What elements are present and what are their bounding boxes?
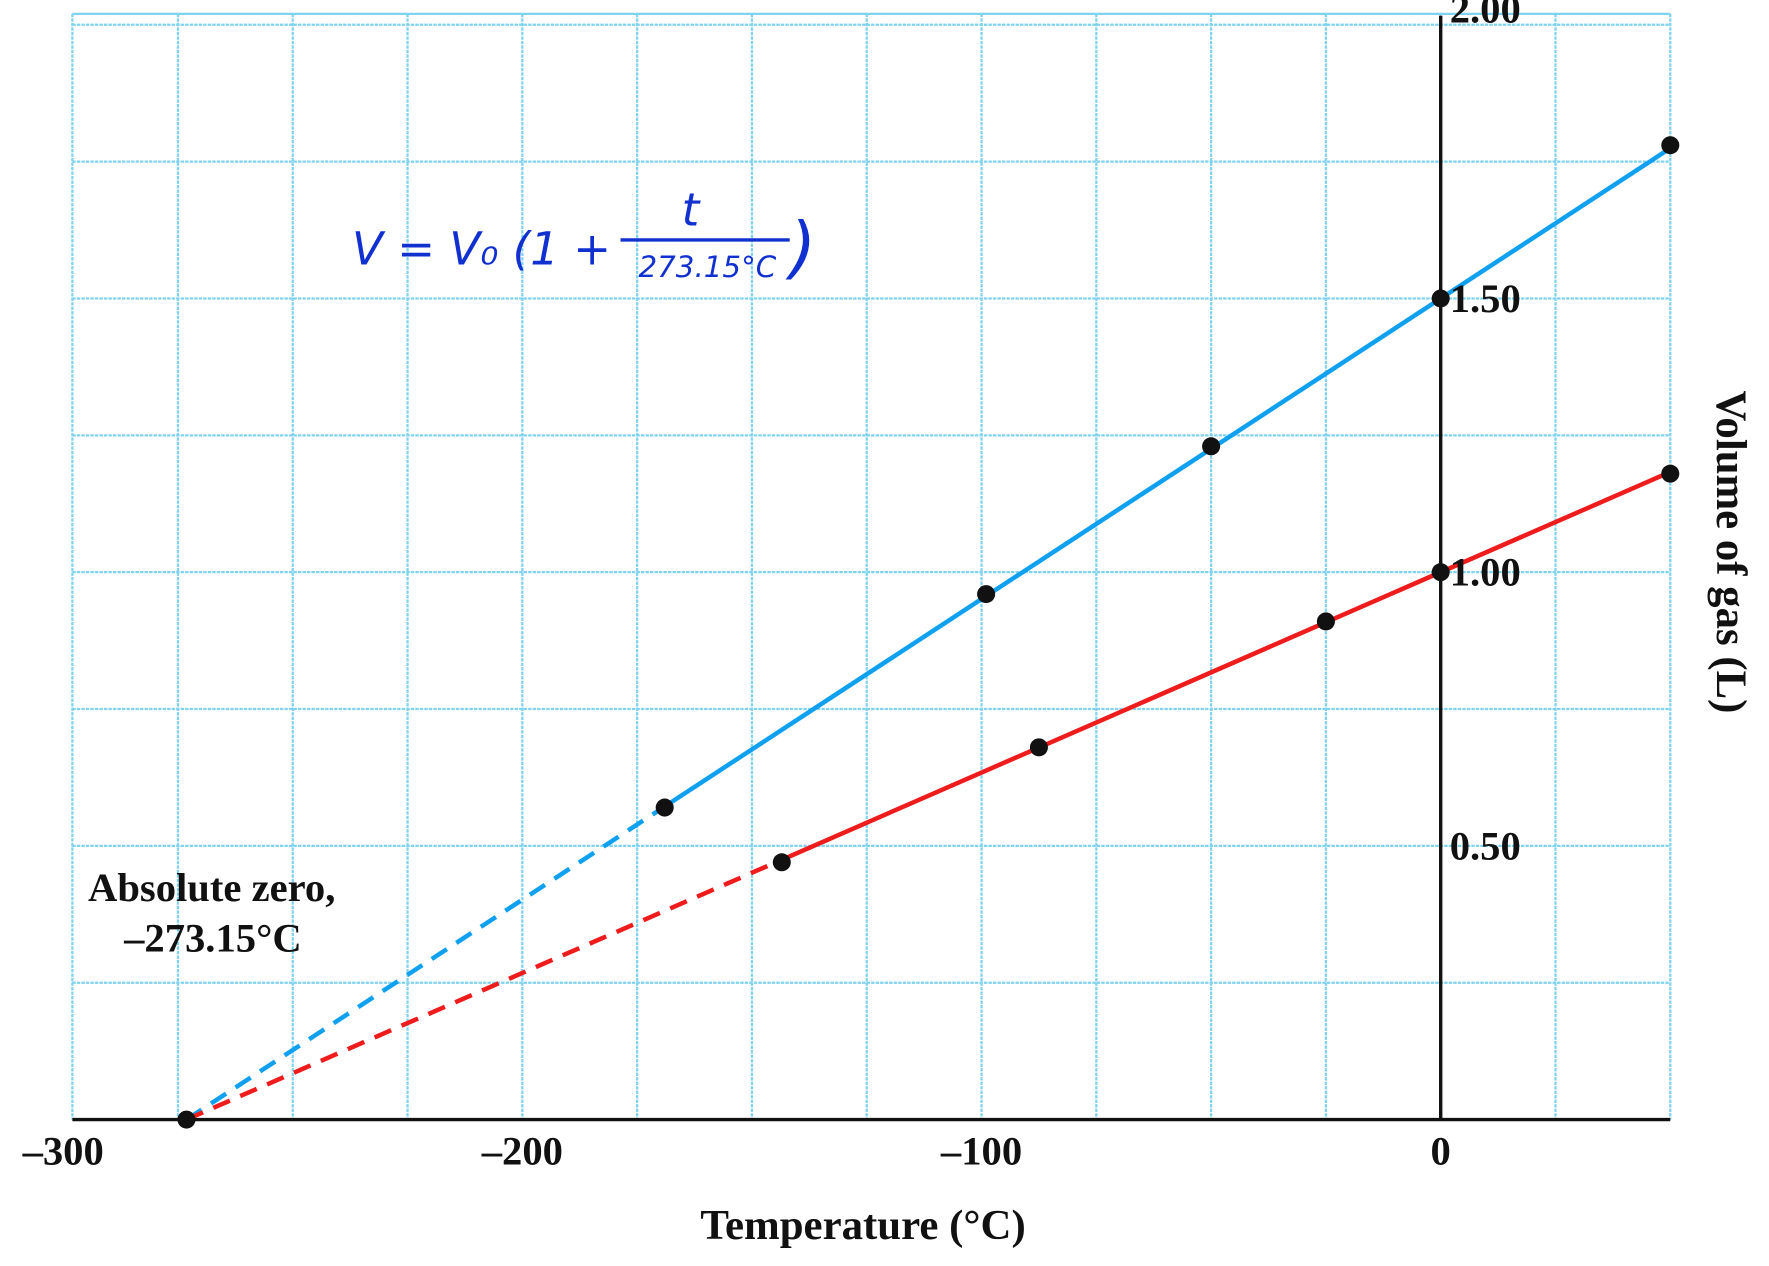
formula-numerator: t (682, 183, 702, 236)
data-point (1661, 136, 1680, 155)
data-point (772, 853, 791, 872)
data-point (1202, 437, 1221, 456)
data-point (655, 798, 674, 817)
absolute-zero-point (177, 1110, 196, 1129)
data-point (1316, 612, 1335, 631)
y-tick-label: 2.00 (1450, 0, 1521, 32)
x-tick-label: –200 (481, 1129, 563, 1174)
formula-lhs: V = V₀ (1 + (352, 223, 611, 276)
data-point (1029, 738, 1048, 757)
tick-labels: –300 –200 –100 0 0.50 1.00 1.50 2.00 (22, 0, 1521, 1174)
data-points (177, 136, 1680, 1129)
x-tick-label: –300 (22, 1129, 104, 1174)
series-line-0 (663, 146, 1672, 809)
grid (71, 12, 1672, 1120)
x-tick-label: 0 (1431, 1129, 1451, 1174)
extrapolation-line-series-1 (185, 857, 783, 1122)
series-line-1 (780, 469, 1672, 862)
formula-close-paren: ) (785, 207, 816, 286)
formula-annotation: V = V₀ (1 + t 273.15°C ) (352, 183, 816, 286)
formula-denominator: 273.15°C (639, 250, 777, 284)
data-point (1661, 464, 1680, 483)
y-tick-label: 0.50 (1450, 823, 1521, 868)
data-point (977, 585, 996, 604)
y-axis-label: Volume of gas (L) (1707, 390, 1754, 713)
absolute-zero-label-line1: Absolute zero, (88, 865, 335, 910)
absolute-zero-label-line2: –273.15°C (123, 916, 302, 961)
x-tick-label: –100 (940, 1129, 1022, 1174)
y-tick-label: 1.50 (1450, 276, 1521, 321)
y-tick-label: 1.00 (1450, 550, 1521, 595)
series-lines (185, 146, 1672, 1122)
x-axis-label: Temperature (°C) (700, 1202, 1025, 1249)
extrapolation-line-series-0 (185, 804, 666, 1122)
data-point (1431, 289, 1450, 308)
data-point (1431, 563, 1450, 582)
axes (72, 15, 1671, 1122)
